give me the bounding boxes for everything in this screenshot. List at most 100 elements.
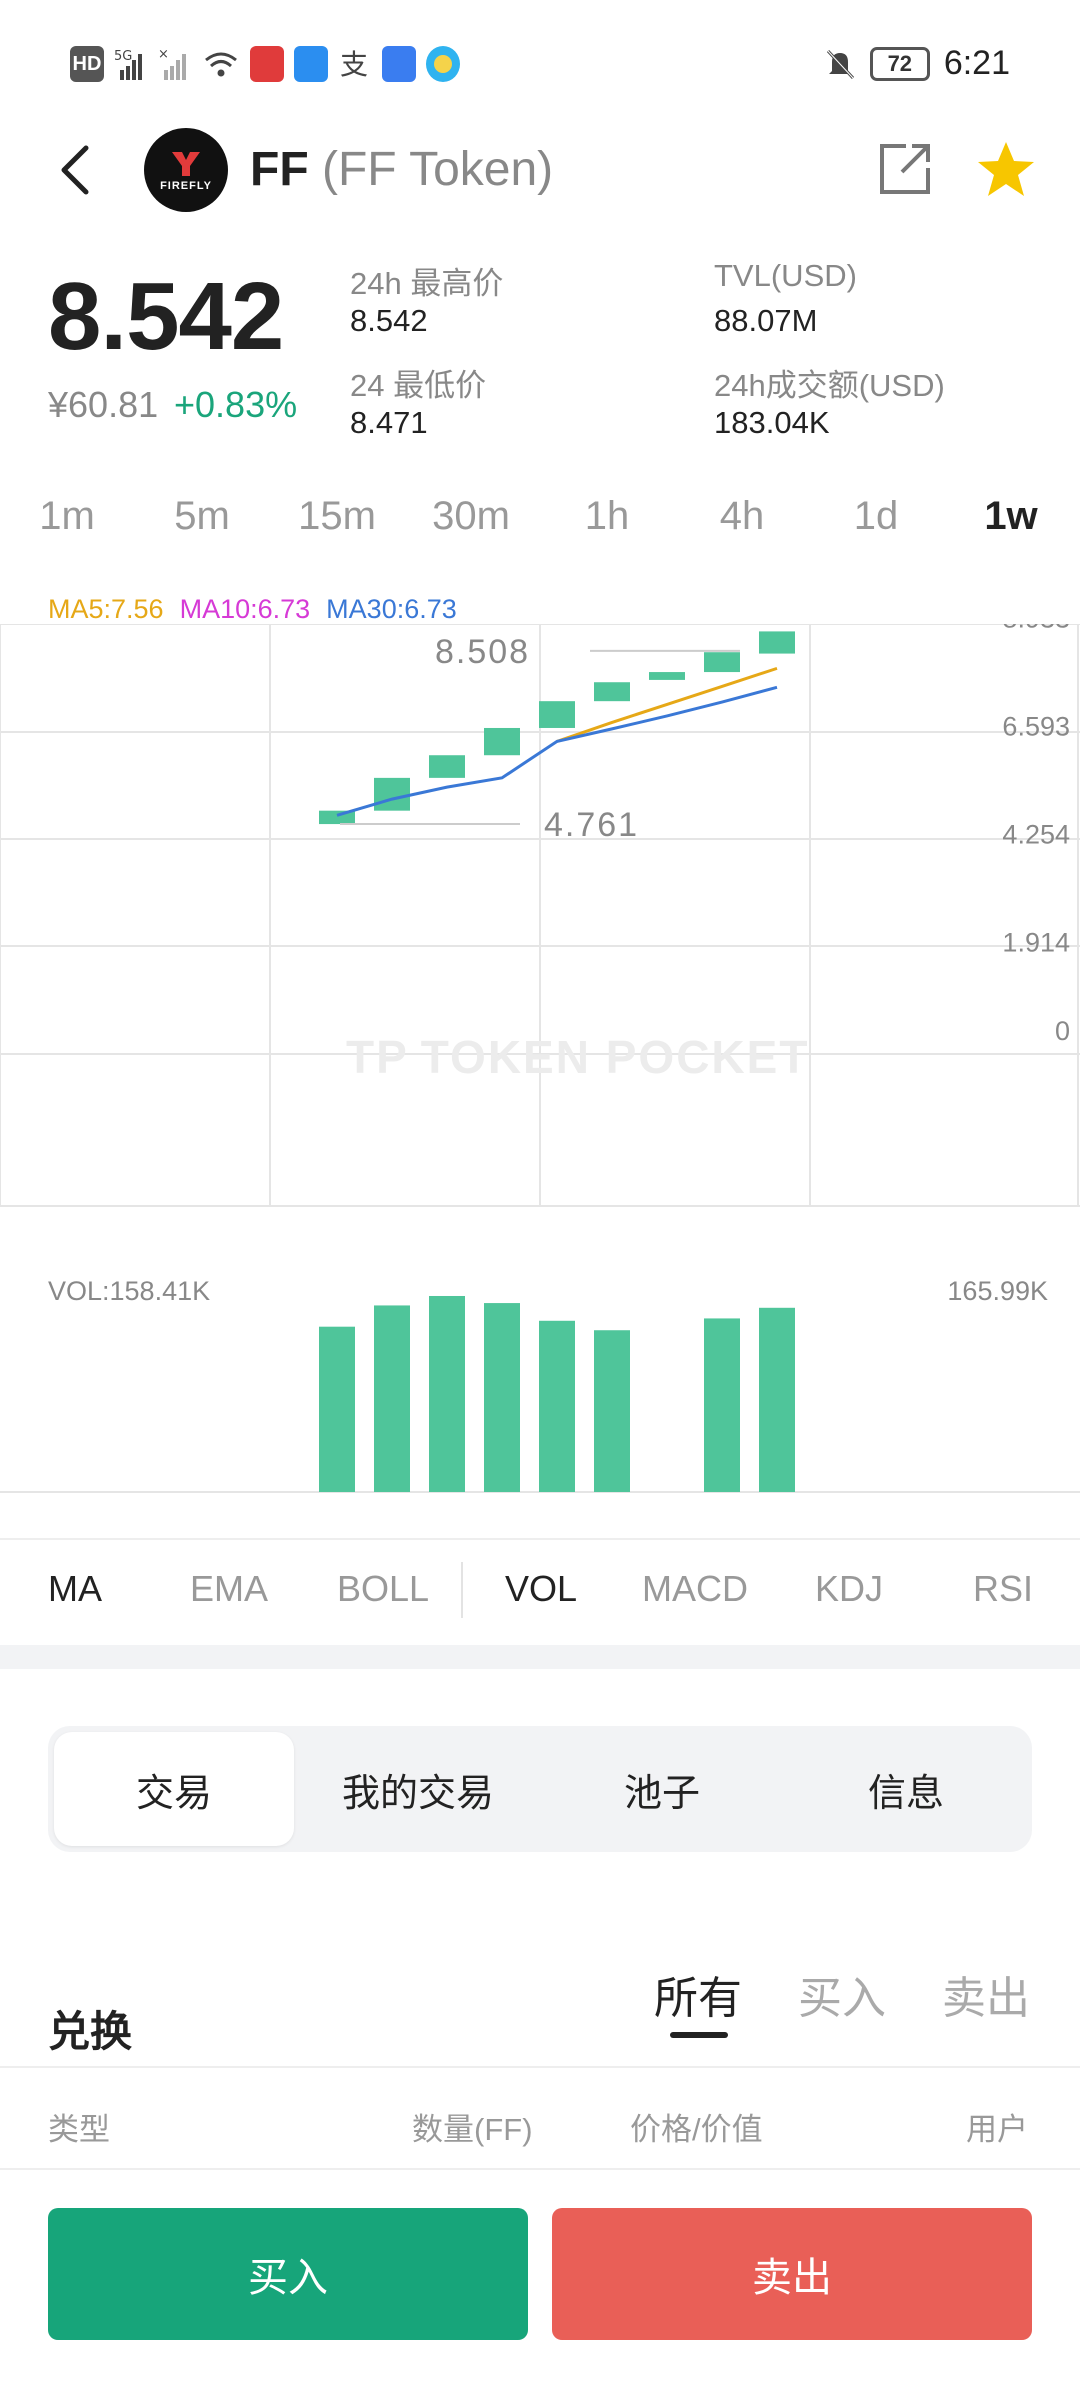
timeframe-1d[interactable]: 1d: [853, 494, 899, 538]
status-time: 6:21: [943, 44, 1010, 82]
svg-text:5G: 5G: [114, 49, 132, 64]
volume-label: VOL:158.41K: [48, 1276, 210, 1306]
stat-high-value: 8.542: [350, 303, 428, 338]
logo-text: FIREFLY: [160, 180, 212, 192]
candle: [374, 777, 410, 811]
filter-buy[interactable]: 买入: [798, 1974, 886, 2023]
chart-grid: [0, 624, 1080, 1493]
ma-legend: MA5:7.56 MA10:6.73 MA30:6.73: [48, 594, 457, 625]
volume-bar: [429, 1295, 465, 1492]
candle: [484, 727, 520, 756]
status-icons-left: HD 5G × 支: [70, 46, 460, 82]
app-icon-blue: [294, 46, 328, 82]
fiat-price: ¥60.81: [48, 384, 159, 425]
token-symbol: FF: [250, 143, 309, 196]
column-user: 用户: [966, 2112, 1028, 2147]
stat-low-label: 24 最低价: [350, 368, 487, 403]
indicator-vol[interactable]: VOL: [504, 1568, 578, 1609]
price-axis-label: 4.254: [1002, 819, 1070, 849]
watermark-text: TOKEN POCKET: [420, 1031, 810, 1083]
sell-button[interactable]: 卖出: [552, 2208, 1032, 2340]
ma-line-ma5: [556, 666, 778, 743]
battery-icon: 72: [869, 46, 930, 81]
indicator-ma[interactable]: MA: [48, 1568, 102, 1609]
ma30-legend: MA30:6.73: [326, 594, 457, 624]
volume-bar: [594, 1330, 630, 1492]
watermark-logo-icon: TP: [346, 1031, 409, 1083]
indicator-kdj[interactable]: KDJ: [814, 1568, 883, 1609]
volume-max-label: 165.99K: [947, 1276, 1048, 1306]
wifi-icon: [205, 52, 237, 77]
timeframe-15m[interactable]: 15m: [298, 494, 376, 538]
price-axis-label: 0: [1055, 1016, 1070, 1046]
current-price: 8.542: [48, 263, 284, 370]
divider: [0, 1538, 1080, 1540]
timeframe-tabs: 1m 5m 15m 30m 1h 4h 1d 1w: [0, 494, 1080, 554]
timeframe-30m[interactable]: 30m: [432, 494, 510, 538]
low-price-label: 4.761: [544, 806, 639, 844]
filter-sell[interactable]: 卖出: [942, 1974, 1030, 2023]
volume-bar: [759, 1307, 795, 1492]
price-chart[interactable]: 8.933 6.593 4.254 1.914 0 8.508 4.761 VOL:158.4…: [0, 624, 1080, 1494]
divider: [0, 2168, 1080, 2170]
tab-my-trades[interactable]: 我的交易: [341, 1772, 494, 1815]
indicator-tabs: MA EMA BOLL VOL MACD KDJ RSI: [0, 1540, 1080, 1645]
indicator-rsi[interactable]: RSI: [972, 1568, 1033, 1609]
candle: [429, 755, 465, 778]
app-icon-blue2: [382, 46, 416, 82]
bell-off-icon: [826, 49, 854, 79]
stat-volume-value: 183.04K: [714, 405, 830, 440]
high-price-label: 8.508: [435, 633, 530, 671]
volume-bars: [319, 1295, 795, 1492]
tab-pools[interactable]: 池子: [623, 1772, 700, 1815]
svg-text:×: ×: [158, 47, 169, 62]
indicator-divider: [461, 1562, 463, 1618]
timeframe-4h[interactable]: 4h: [719, 494, 765, 538]
stat-high-label: 24h 最高价: [350, 266, 504, 301]
volume-bar: [539, 1320, 575, 1492]
stat-low-value: 8.471: [350, 405, 428, 440]
candles: [319, 631, 795, 825]
ma5-legend: MA5:7.56: [48, 594, 164, 624]
filter-underline: [670, 2032, 728, 2038]
timeframe-1m[interactable]: 1m: [39, 494, 95, 538]
ma-line-ma10: [336, 685, 778, 817]
ma10-legend: MA10:6.73: [179, 594, 311, 624]
share-icon[interactable]: [878, 142, 932, 196]
indicator-macd[interactable]: MACD: [642, 1568, 748, 1609]
stat-tvl-value: 88.07M: [714, 303, 818, 338]
price-axis-label: 1.914: [1002, 928, 1070, 958]
divider: [0, 2066, 1080, 2068]
signal-icon: ×: [158, 47, 186, 80]
filter-all[interactable]: 所有: [654, 1974, 742, 2023]
section-tabs: 交易 我的交易 池子 信息: [48, 1726, 1032, 1852]
hd-icon: HD: [70, 46, 104, 82]
candle: [704, 652, 740, 673]
volume-bar: [484, 1303, 520, 1492]
app-icon-red: [250, 46, 284, 82]
back-arrow-icon[interactable]: [52, 140, 96, 200]
indicator-ema[interactable]: EMA: [189, 1568, 268, 1609]
timeframe-1w[interactable]: 1w: [984, 494, 1038, 538]
watermark: TP TOKEN POCKET: [346, 1030, 809, 1084]
chart-labels: 8.933 6.593 4.254 1.914 0 8.508 4.761 VOL:158.4…: [48, 624, 1070, 1306]
token-logo: FIREFLY: [144, 128, 228, 212]
tab-info[interactable]: 信息: [867, 1772, 944, 1815]
stat-volume-label: 24h成交额(USD): [714, 368, 945, 403]
candle: [759, 631, 795, 654]
tab-trade[interactable]: 交易: [54, 1732, 294, 1846]
buy-button[interactable]: 买入: [48, 2208, 528, 2340]
signal-5g-icon: 5G: [114, 49, 142, 80]
firefly-logo-icon: [172, 152, 200, 176]
timeframe-1h[interactable]: 1h: [584, 494, 630, 538]
candle: [649, 672, 685, 680]
svg-text:支: 支: [340, 48, 368, 81]
alipay-icon: 支: [340, 48, 368, 81]
status-bar: HD 5G × 支 72 6:21: [0, 0, 1080, 130]
column-price: 价格/价值: [630, 2112, 763, 2147]
timeframe-5m[interactable]: 5m: [174, 494, 230, 538]
column-amount: 数量(FF): [412, 2112, 533, 2147]
indicator-boll[interactable]: BOLL: [336, 1568, 430, 1609]
price-axis-label: 6.593: [1002, 711, 1070, 741]
favorite-star-icon[interactable]: [976, 140, 1036, 198]
